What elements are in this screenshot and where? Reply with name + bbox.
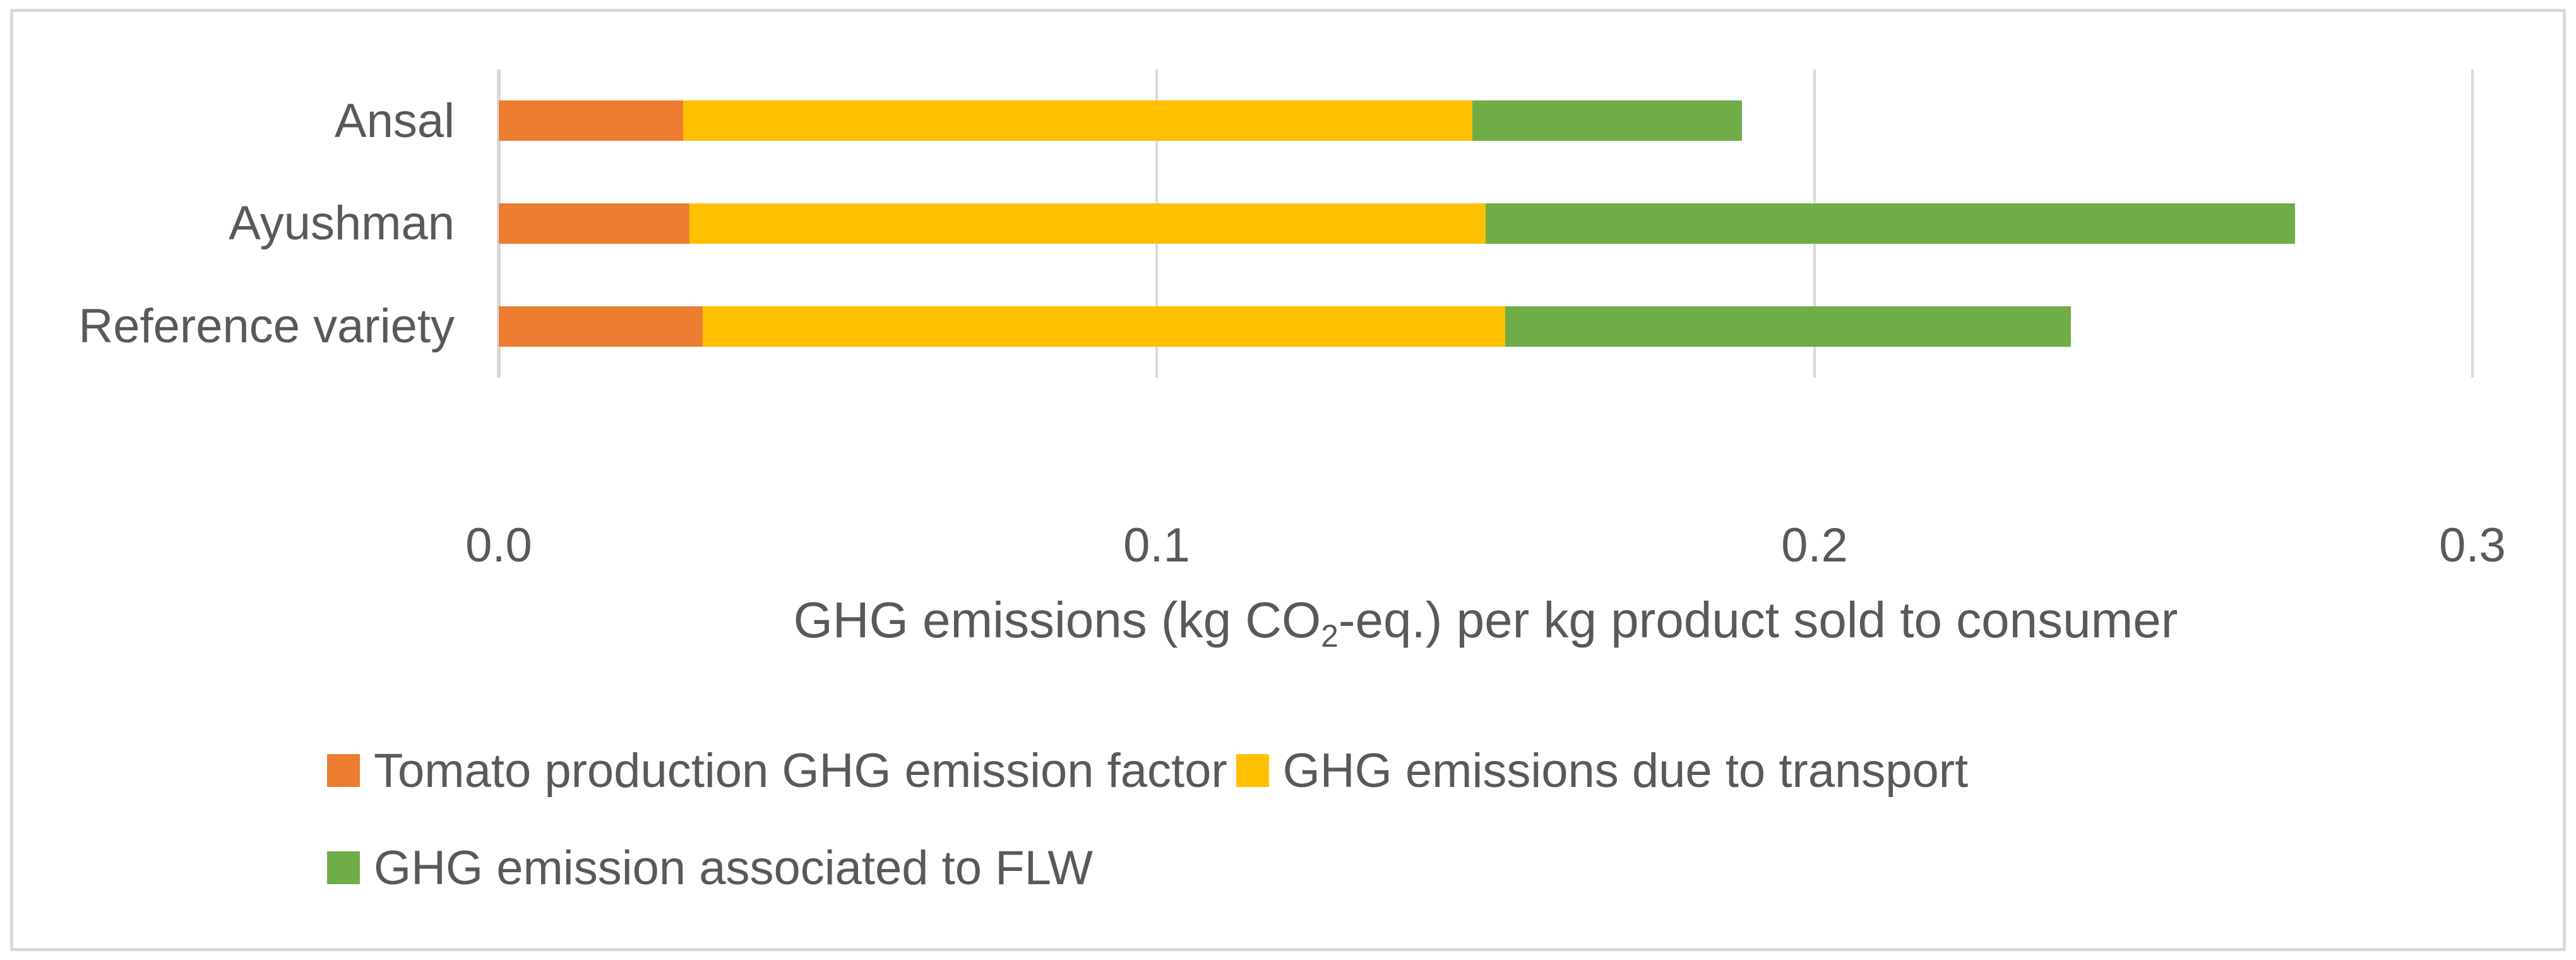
x-tick-label: 0.0 bbox=[465, 519, 532, 572]
bar-segment bbox=[1485, 203, 2295, 244]
legend-item: GHG emission associated to FLW bbox=[327, 841, 1093, 896]
category-axis-labels: Ansal Ayushman Reference variety bbox=[0, 69, 455, 378]
bar-segment bbox=[703, 306, 1506, 347]
x-tick-label: 0.1 bbox=[1123, 519, 1190, 572]
x-tick-label: 0.2 bbox=[1781, 519, 1848, 572]
gridline bbox=[2471, 69, 2474, 378]
bar-segment bbox=[499, 100, 683, 141]
category-label: Ayushman bbox=[229, 196, 455, 251]
bar-segment bbox=[689, 203, 1486, 244]
legend-item: GHG emissions due to transport bbox=[1236, 743, 1969, 798]
legend-label: GHG emission associated to FLW bbox=[374, 841, 1093, 895]
legend-item: Tomato production GHG emission factor bbox=[327, 743, 1227, 798]
legend-label: Tomato production GHG emission factor bbox=[374, 743, 1227, 798]
bar-segment bbox=[1472, 100, 1743, 141]
chart-frame bbox=[10, 9, 2566, 951]
stacked-bar bbox=[499, 306, 2472, 347]
bar-segment bbox=[499, 203, 690, 244]
x-axis-title-subscript: 2 bbox=[1321, 618, 1339, 654]
x-tick-label: 0.3 bbox=[2439, 519, 2506, 572]
plot-area bbox=[497, 69, 2474, 378]
legend-swatch bbox=[1236, 754, 1269, 787]
bar-row bbox=[499, 172, 2472, 275]
x-axis-title-suffix: -eq.) per kg product sold to consumer bbox=[1338, 592, 2178, 648]
x-axis-title: GHG emissions (kg CO2-eq.) per kg produc… bbox=[499, 591, 2472, 654]
legend-row: Tomato production GHG emission factor GHG… bbox=[327, 743, 1977, 798]
stacked-bar bbox=[499, 203, 2472, 244]
bar-row bbox=[499, 69, 2472, 172]
legend-label: GHG emissions due to transport bbox=[1282, 743, 1969, 798]
x-axis-title-prefix: GHG emissions (kg CO bbox=[793, 592, 1321, 648]
legend-swatch bbox=[327, 754, 360, 787]
legend-row: GHG emission associated to FLW bbox=[327, 841, 1977, 896]
category-label: Ansal bbox=[334, 93, 455, 148]
category-label: Reference variety bbox=[78, 299, 455, 354]
bar-segment bbox=[499, 306, 703, 347]
legend-swatch bbox=[327, 851, 360, 884]
bar-segment bbox=[683, 100, 1473, 141]
x-tick-labels: 0.0 0.1 0.2 0.3 bbox=[465, 518, 2506, 587]
legend: Tomato production GHG emission factor GHG… bbox=[327, 743, 1977, 940]
stacked-bar bbox=[499, 100, 2472, 141]
bar-segment bbox=[1505, 306, 2072, 347]
bar-row bbox=[499, 275, 2472, 378]
